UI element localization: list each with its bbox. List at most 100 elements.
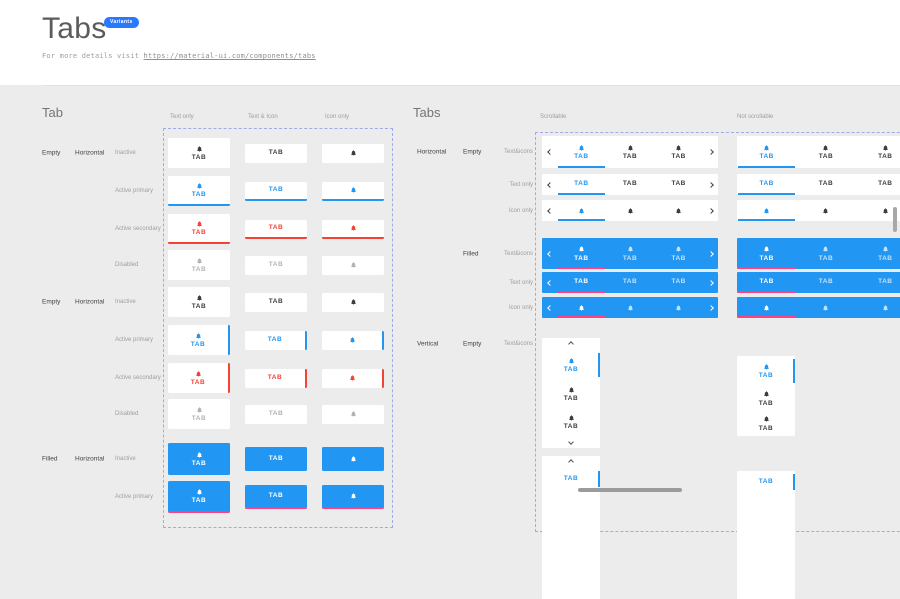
tab[interactable] [654,297,703,318]
tab-cell[interactable]: TAB [245,404,307,424]
tab-cell[interactable]: TAB [168,481,230,513]
tab[interactable] [557,297,606,318]
tab[interactable]: TAB [737,174,796,195]
tab[interactable]: TAB [606,136,655,168]
tab-cell[interactable]: TAB [245,181,307,201]
tab[interactable] [737,200,796,221]
tab-cell[interactable] [322,447,384,471]
tab-label: TAB [878,278,893,286]
tab[interactable]: TAB [542,380,600,408]
tab[interactable]: TAB [796,272,855,293]
chevron-up-icon [568,459,574,465]
tab[interactable] [606,297,655,318]
tab-label: TAB [622,254,638,262]
tab[interactable]: TAB [557,238,606,269]
tab-cell[interactable]: TAB [245,368,307,388]
tab[interactable]: TAB [737,386,795,411]
tab-cell[interactable] [322,485,384,509]
tab[interactable]: TAB [606,238,655,269]
tab[interactable]: TAB [737,136,796,168]
tab-cell[interactable] [322,181,384,201]
tab-cell[interactable]: TAB [245,292,307,312]
tab[interactable]: TAB [856,272,900,293]
tab[interactable]: TAB [542,408,600,436]
tab[interactable]: TAB [737,411,795,436]
scroll-left-button[interactable] [542,200,557,221]
tab-cell[interactable]: TAB [168,250,230,280]
scroll-right-button[interactable] [703,238,718,269]
tab-cell[interactable]: TAB [168,363,230,393]
tab[interactable]: TAB [606,174,655,195]
tab-cell[interactable]: TAB [245,485,307,509]
scroll-right-button[interactable] [703,174,718,195]
tab[interactable]: TAB [796,238,855,269]
tab[interactable]: TAB [557,272,606,293]
tab[interactable]: TAB [654,174,703,195]
tab-cell[interactable]: TAB [168,443,230,475]
tab-cell[interactable]: TAB [245,330,307,350]
tab[interactable]: TAB [606,272,655,293]
scroll-left-button[interactable] [542,238,557,269]
tab[interactable]: TAB [796,136,855,168]
tab-cell[interactable]: TAB [245,143,307,163]
scroll-right-button[interactable] [703,200,718,221]
tab-cell[interactable] [322,143,384,163]
scroll-up-button[interactable] [542,456,600,468]
tab[interactable]: TAB [654,136,703,168]
tab[interactable]: TAB [737,471,795,493]
tab-cell[interactable]: TAB [168,176,230,206]
scroll-left-button[interactable] [542,136,557,168]
tab[interactable]: TAB [654,238,703,269]
scroll-right-button[interactable] [703,136,718,168]
tab[interactable]: TAB [557,174,606,195]
tab[interactable]: TAB [737,356,795,386]
scroll-up-button[interactable] [542,338,600,350]
tab[interactable] [606,200,655,221]
scroll-right-button[interactable] [703,272,718,293]
scroll-right-button[interactable] [703,297,718,318]
tab[interactable]: TAB [737,272,796,293]
tabs-variant-row: Icon only [413,297,900,318]
tab[interactable]: TAB [542,468,600,490]
vertical-tabs-panel: TAB [737,471,795,599]
vertical-scrollbar-thumb[interactable] [893,207,897,232]
tab[interactable]: TAB [796,174,855,195]
material-ui-link[interactable]: https://material-ui.com/components/tabs [143,52,316,60]
bell-icon [568,386,575,394]
bell-icon [196,406,203,414]
state-label: Inactive [115,150,136,156]
tab[interactable]: TAB [542,350,600,380]
tab-cell[interactable] [322,330,384,350]
scroll-down-button[interactable] [542,436,600,448]
tab[interactable] [654,200,703,221]
tab[interactable] [856,297,900,318]
tab[interactable]: TAB [557,136,606,168]
tab[interactable]: TAB [737,238,796,269]
tab-cell[interactable] [322,368,384,388]
tab-cell[interactable]: TAB [245,447,307,471]
tab-cell[interactable]: TAB [168,214,230,244]
tab-cell[interactable] [322,292,384,312]
tab-cell[interactable]: TAB [168,138,230,168]
tab-cell[interactable]: TAB [245,219,307,239]
tab-cell[interactable]: TAB [245,255,307,275]
tab[interactable]: TAB [654,272,703,293]
tab[interactable]: TAB [856,174,900,195]
scroll-left-button[interactable] [542,297,557,318]
scroll-left-button[interactable] [542,174,557,195]
tab[interactable] [796,297,855,318]
tab-cell[interactable]: TAB [168,399,230,429]
tab[interactable]: TAB [856,136,900,168]
scroll-left-button[interactable] [542,272,557,293]
tab-cell[interactable] [322,255,384,275]
tab[interactable] [557,200,606,221]
tab-cell[interactable]: TAB [168,325,230,355]
tab-cell[interactable] [322,219,384,239]
tab[interactable] [796,200,855,221]
horizontal-scrollbar-thumb[interactable] [578,488,682,492]
tab[interactable] [737,297,796,318]
tab-cell[interactable] [322,404,384,424]
chevron-right-icon [707,304,714,311]
tab-cell[interactable]: TAB [168,287,230,317]
tab[interactable]: TAB [856,238,900,269]
